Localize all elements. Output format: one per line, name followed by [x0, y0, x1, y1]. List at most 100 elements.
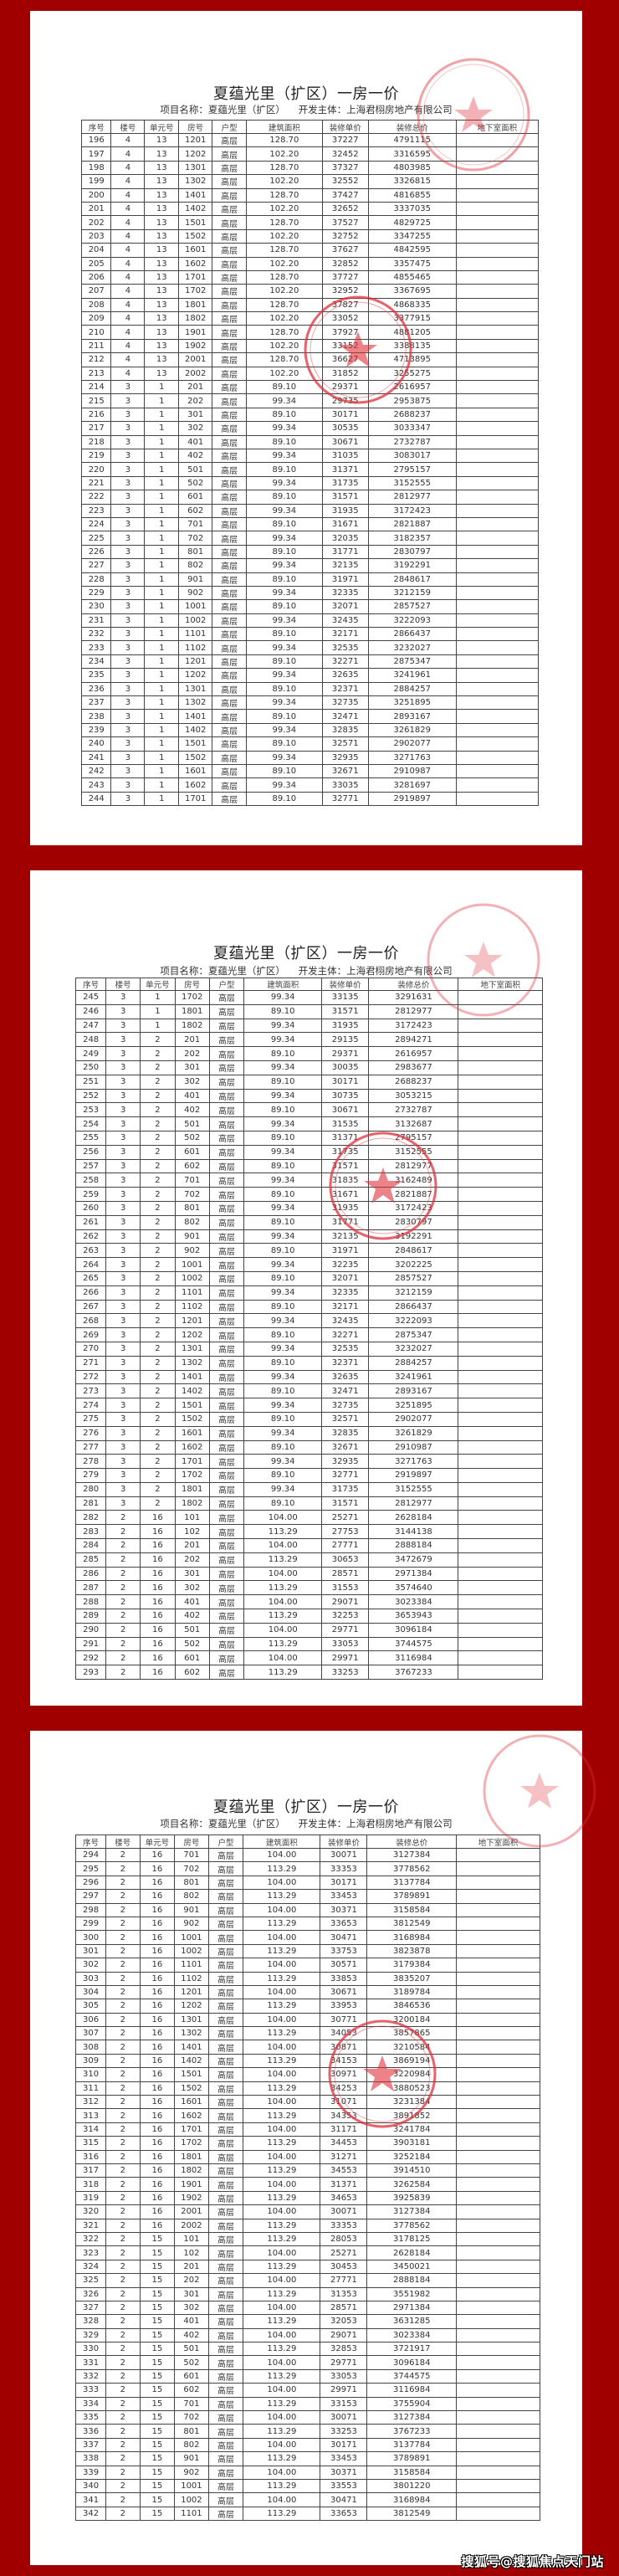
column-header-room: 房号 — [174, 978, 210, 991]
cell-room: 602 — [174, 2383, 209, 2398]
cell-seq: 339 — [74, 2465, 107, 2480]
cell-basement-area — [455, 434, 540, 449]
cell-seq: 207 — [80, 284, 112, 299]
cell-area: 113.29 — [243, 2081, 321, 2096]
table-row: 252 3 2 401 高层 99.34 30735 3053215 — [74, 1088, 543, 1104]
cell-unit-price: 32671 — [321, 1439, 370, 1455]
cell-basement-area — [455, 366, 540, 382]
cell-unit: 2 — [139, 1102, 176, 1118]
cell-unit: 13 — [144, 269, 180, 285]
cell-area: 99.34 — [243, 1229, 323, 1244]
cell-unit-price: 31571 — [321, 1496, 370, 1511]
cell-unit: 2 — [139, 1481, 176, 1497]
cell-type: 高层 — [207, 2465, 244, 2480]
table-row: 277 3 2 1602 高层 89.10 32671 2910987 — [74, 1439, 543, 1455]
cell-total-price: 3192291 — [368, 1229, 459, 1244]
cell-room: 201 — [174, 1538, 210, 1553]
cell-building: 3 — [105, 1130, 141, 1146]
cell-total-price: 3241961 — [367, 668, 457, 683]
cell-total-price: 3152555 — [367, 475, 457, 491]
cell-basement-area — [456, 2478, 540, 2494]
cell-unit-price: 32952 — [321, 284, 369, 299]
cell-type: 高层 — [208, 1243, 245, 1259]
cell-total-price: 3801220 — [366, 2478, 458, 2494]
cell-room: 302 — [178, 421, 213, 436]
price-table: 序号 楼号 单元号 房号 户型 建筑面积 装修单价 装修总价 地下室面积 294 2 16 701 高层 1… — [74, 1835, 540, 2522]
cell-total-price: 3144138 — [368, 1524, 459, 1540]
cell-unit: 16 — [139, 1916, 176, 1932]
cell-room: 1602 — [174, 2108, 209, 2123]
cell-unit: 16 — [139, 1636, 176, 1652]
cell-building: 2 — [105, 2108, 141, 2123]
cell-room: 1501 — [178, 736, 213, 752]
page-subtitle: 项目名称：夏蕴光里（扩区） 开发主体：上海君栩房地产有限公司 — [30, 1817, 582, 1830]
cell-seq: 312 — [74, 2095, 107, 2110]
cell-basement-area — [458, 1257, 543, 1272]
page-title: 夏蕴光里（扩区）一房一价 — [213, 1799, 399, 1816]
cell-basement-area — [458, 1566, 543, 1582]
cell-total-price: 2628184 — [366, 2245, 458, 2260]
cell-area: 113.29 — [243, 2259, 321, 2275]
cell-seq: 277 — [74, 1439, 107, 1455]
cell-total-price: 2894271 — [368, 1032, 459, 1048]
cell-unit: 1 — [144, 380, 180, 395]
column-header-type: 户型 — [212, 120, 248, 134]
cell-area: 102.20 — [246, 174, 323, 189]
cell-room: 2002 — [178, 366, 213, 382]
cell-building: 2 — [105, 2149, 141, 2164]
table-row: 201 4 13 1402 高层 102.20 32652 3337035 — [80, 201, 540, 217]
cell-unit: 16 — [139, 2136, 176, 2151]
cell-total-price: 3316595 — [367, 146, 457, 162]
cell-type: 高层 — [208, 1257, 245, 1272]
cell-building: 2 — [105, 1538, 141, 1553]
cell-basement-area — [456, 1902, 540, 1917]
table-row: 320 2 16 2001 高层 104.00 30071 3127384 — [74, 2204, 540, 2219]
table-row: 208 4 13 1801 高层 128.70 37827 4868335 — [80, 297, 540, 313]
cell-total-price: 2888184 — [368, 1538, 459, 1553]
cell-seq: 246 — [74, 1003, 107, 1019]
cell-total-price: 3232027 — [367, 640, 457, 655]
cell-type: 高层 — [207, 2327, 244, 2343]
cell-unit-price: 32652 — [321, 201, 369, 217]
cell-total-price: 2893167 — [368, 1383, 459, 1399]
cell-unit-price: 32371 — [321, 681, 369, 697]
cell-unit: 2 — [139, 1468, 176, 1483]
cell-area: 113.29 — [243, 1861, 321, 1876]
cell-building: 2 — [105, 2424, 141, 2439]
cell-unit-price: 32335 — [321, 1285, 370, 1301]
cell-total-price: 3212159 — [367, 585, 457, 601]
cell-seq: 256 — [74, 1144, 107, 1160]
cell-basement-area — [455, 572, 540, 587]
cell-area: 104.00 — [243, 2327, 321, 2343]
cell-unit: 1 — [144, 777, 180, 793]
cell-type: 高层 — [207, 2231, 244, 2247]
cell-basement-area — [456, 2273, 540, 2288]
cell-basement-area — [455, 654, 540, 670]
cell-unit: 1 — [144, 462, 180, 477]
cell-total-price: 2812977 — [367, 490, 457, 505]
cell-building: 2 — [105, 2012, 141, 2028]
cell-basement-area — [458, 1158, 543, 1174]
cell-total-price: 3767233 — [368, 1665, 459, 1681]
cell-total-price: 3137784 — [366, 2437, 458, 2453]
cell-building: 2 — [105, 2259, 141, 2275]
cell-area: 113.29 — [243, 2026, 321, 2041]
cell-building: 3 — [110, 791, 146, 807]
cell-building: 2 — [105, 1524, 141, 1540]
table-row: 202 4 13 1501 高层 128.70 37527 4829725 — [80, 215, 540, 230]
cell-basement-area — [456, 2231, 540, 2247]
cell-building: 4 — [110, 243, 146, 258]
cell-unit: 16 — [139, 1609, 176, 1624]
cell-total-price: 3357475 — [367, 256, 457, 271]
cell-unit-price: 32271 — [321, 654, 369, 670]
cell-unit-price: 32835 — [321, 722, 369, 738]
cell-total-price: 4816855 — [367, 187, 457, 203]
cell-basement-area — [456, 2108, 540, 2123]
cell-building: 3 — [110, 777, 146, 793]
cell-type: 高层 — [207, 1984, 244, 2000]
cell-area: 113.29 — [243, 2108, 321, 2123]
cell-basement-area — [455, 722, 540, 738]
cell-room: 1501 — [178, 215, 213, 230]
cell-building: 3 — [105, 1341, 141, 1357]
cell-unit-price: 33053 — [320, 2368, 368, 2384]
